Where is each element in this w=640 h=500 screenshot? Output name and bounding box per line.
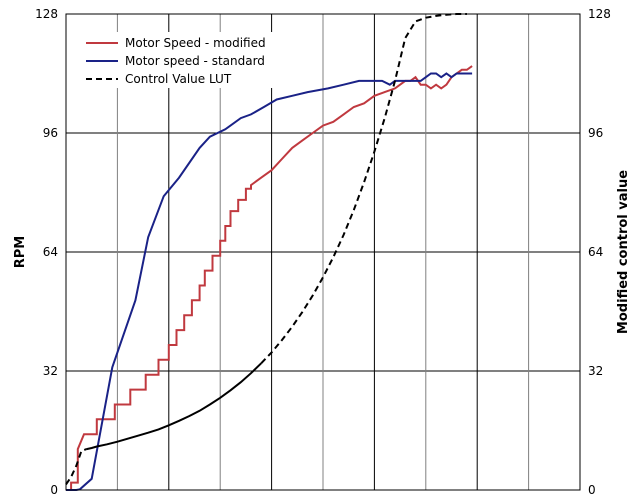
- y-tick-label-right: 64: [588, 245, 603, 259]
- legend-label-lut: Control Value LUT: [125, 72, 232, 86]
- y-axis-left-ticks: 0 32 64 96 128: [35, 7, 58, 497]
- y-tick-label-right: 32: [588, 364, 603, 378]
- y-axis-title-left: RPM: [13, 236, 28, 268]
- legend-label-standard: Motor speed - standard: [125, 54, 265, 68]
- legend: Motor Speed - modified Motor speed - sta…: [78, 32, 278, 88]
- series-line-control-value-lut-dashed-start: [65, 448, 87, 485]
- y-tick-label-right: 96: [588, 126, 603, 140]
- y-axis-title-right: Modified control value: [616, 170, 631, 334]
- y-tick-label-right: 128: [588, 7, 611, 21]
- y-tick-label-left: 128: [35, 7, 58, 21]
- series-line-motor-speed-standard: [66, 72, 473, 491]
- series-line-control-value-lut-dashed-end: [260, 13, 467, 364]
- series-line-control-value-lut-solid: [86, 362, 262, 451]
- series-line-motor-speed-modified: [66, 65, 473, 491]
- grid: [66, 14, 580, 490]
- y-tick-label-left: 96: [43, 126, 58, 140]
- legend-label-modified: Motor Speed - modified: [125, 36, 266, 50]
- plot-border: [65, 13, 581, 491]
- y-axis-right-ticks: 0 32 64 96 128: [588, 7, 611, 497]
- y-tick-label-left: 0: [50, 483, 58, 497]
- y-tick-label-left: 32: [43, 364, 58, 378]
- y-tick-label-right: 0: [588, 483, 596, 497]
- y-tick-label-left: 64: [43, 245, 58, 259]
- series-layer: [65, 13, 473, 491]
